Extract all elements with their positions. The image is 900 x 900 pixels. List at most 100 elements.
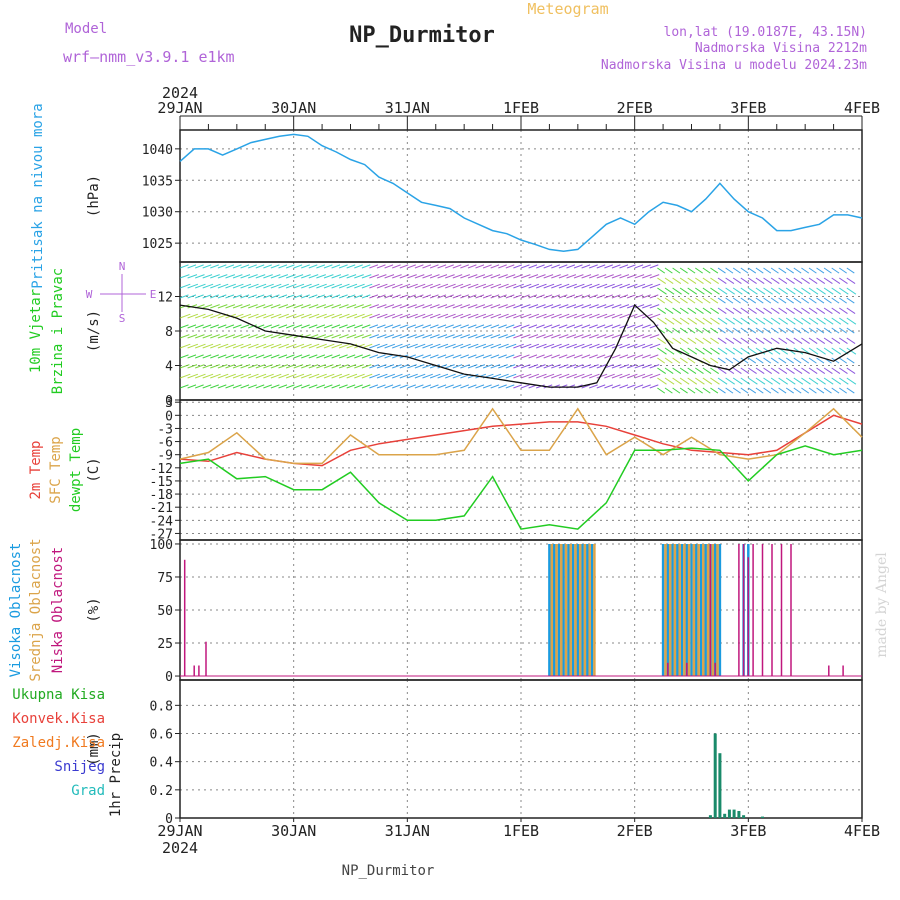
wind-barb — [354, 283, 365, 289]
wind-barb — [384, 313, 396, 319]
wind-barb — [285, 343, 297, 349]
wind-barb — [589, 364, 599, 369]
y-tick-label: 1035 — [142, 174, 173, 189]
wind-barb — [634, 384, 644, 389]
wind-barb — [384, 373, 396, 379]
wind-barb — [740, 317, 751, 325]
wind-barb — [437, 354, 447, 359]
wind-barb — [263, 354, 272, 359]
wind-barb — [755, 307, 765, 315]
wind-barb — [255, 384, 265, 389]
wind-barb — [732, 387, 741, 394]
wind-barb — [543, 343, 555, 349]
wind-barb — [422, 354, 432, 359]
wind-barb — [846, 297, 855, 304]
x-tick-label-top: 31JAN — [385, 99, 430, 117]
wind-barb — [687, 327, 696, 334]
wind-barb — [823, 267, 832, 274]
wind-barb — [293, 264, 303, 269]
wind-barb — [778, 277, 788, 285]
wind-barb — [558, 373, 570, 379]
wind-barb — [589, 294, 598, 299]
wind-barb — [755, 327, 764, 334]
wind-barb — [445, 304, 455, 309]
wind-barb — [808, 367, 818, 375]
wind-barb — [710, 267, 719, 274]
wind-barb — [316, 283, 327, 289]
unit-label-temperature: (C) — [86, 457, 102, 482]
wind-barb — [831, 327, 840, 334]
wind-barb — [414, 324, 424, 329]
wind-barb — [505, 334, 516, 339]
wind-barb — [331, 373, 343, 379]
wind-barb — [664, 297, 673, 304]
wind-barb — [240, 384, 250, 389]
wind-barb — [785, 277, 795, 285]
wind-barb — [210, 364, 220, 369]
wind-barb — [528, 304, 539, 309]
wind-barb — [649, 343, 661, 349]
wind-barb — [475, 384, 485, 389]
wind-barb — [399, 324, 409, 329]
wind-barb — [278, 364, 289, 369]
wind-barb — [376, 304, 387, 309]
wind-barb — [839, 267, 847, 274]
precip-bar — [737, 811, 741, 818]
wind-barb — [634, 283, 646, 289]
wind-barb — [702, 317, 713, 325]
wind-barb — [732, 297, 741, 304]
wind-barb — [407, 324, 416, 329]
wind-barb — [505, 304, 516, 309]
wind-barb — [793, 317, 804, 325]
wind-barb — [437, 384, 447, 389]
wind-barb — [399, 343, 411, 349]
y-tick-label: -15 — [150, 475, 173, 490]
wind-barb — [437, 343, 449, 349]
wind-barb — [596, 384, 606, 389]
wind-barb — [528, 324, 538, 329]
wind-barb — [482, 324, 492, 329]
wind-barb — [301, 324, 310, 329]
wind-barb — [482, 304, 493, 309]
wind-barb — [429, 354, 439, 359]
wind-barb — [331, 283, 343, 289]
y-tick-label: 1025 — [142, 237, 173, 252]
wind-barb — [202, 373, 214, 379]
wind-barb — [232, 343, 244, 349]
y-tick-label: 0.4 — [150, 756, 174, 771]
ylabel-cloud-low: Niska Oblacnost — [50, 547, 66, 673]
wind-barb — [195, 324, 204, 329]
pressure-line — [179, 133, 863, 253]
wind-barb — [732, 377, 743, 385]
wind-barb — [422, 283, 433, 289]
wind-barb — [642, 274, 652, 279]
wind-barb — [543, 304, 554, 309]
wind-barb — [490, 304, 501, 309]
wind-barb — [581, 264, 591, 269]
wind-barb — [270, 264, 280, 269]
wind-barb — [490, 343, 502, 349]
wind-barb — [346, 354, 356, 359]
wind-barb — [467, 274, 478, 279]
wind-barb — [664, 327, 673, 334]
ylabel-precip: 1hr Precip — [108, 733, 124, 817]
wind-barb — [702, 357, 711, 364]
wind-barb — [695, 287, 705, 295]
wind-barb — [179, 324, 189, 329]
wind-barb — [452, 373, 464, 379]
wind-barb — [429, 304, 440, 309]
wind-barb — [285, 294, 295, 299]
wind-barb — [429, 264, 439, 269]
wind-barb — [642, 283, 653, 289]
wind-barb — [278, 384, 288, 389]
wind-barb — [717, 387, 726, 394]
wind-barb — [740, 267, 749, 274]
wind-barb — [445, 384, 454, 389]
wind-barb — [392, 274, 402, 279]
wind-barb — [793, 387, 802, 394]
wind-barb — [414, 274, 425, 279]
wind-barb — [278, 334, 289, 339]
footer-station: NP_Durmitor — [342, 863, 435, 879]
wind-barb — [596, 313, 608, 319]
wind-barb — [679, 267, 688, 274]
